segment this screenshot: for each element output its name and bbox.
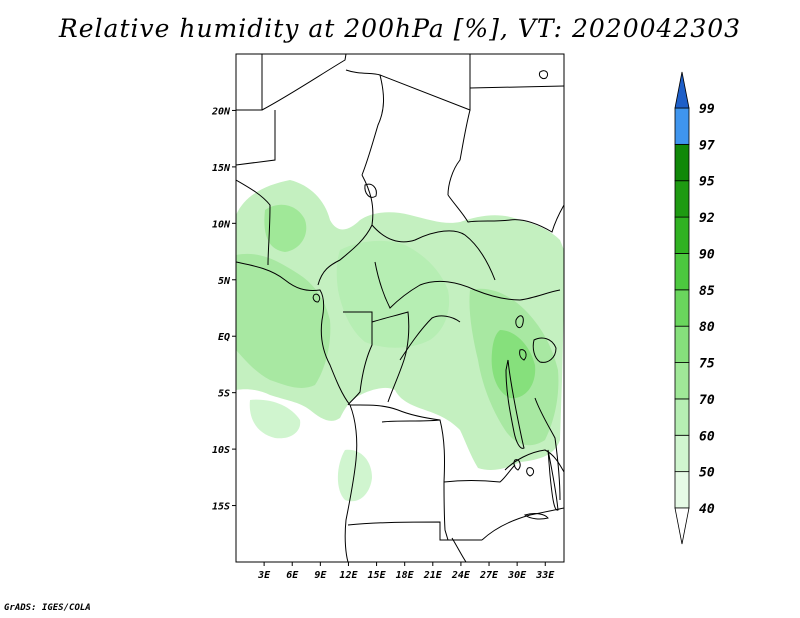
lat-tick-label: 5S xyxy=(218,389,230,400)
colorbar-label: 92 xyxy=(699,211,715,226)
humidity-region xyxy=(491,330,536,399)
humidity-region xyxy=(236,253,331,388)
humidity-region xyxy=(336,240,450,348)
colorbar-segment xyxy=(674,253,690,291)
lat-tick-label: 5N xyxy=(218,276,231,287)
colorbar-segment xyxy=(674,289,690,327)
credit-label: GrADS: IGES/COLA xyxy=(4,603,91,613)
map-frame xyxy=(235,53,565,563)
lake-mweru xyxy=(513,459,521,471)
lon-tick-label: 18E xyxy=(396,570,415,581)
lon-tick-label: 9E xyxy=(314,570,327,581)
humidity-field xyxy=(236,180,564,502)
border xyxy=(379,54,471,111)
lake-kariba xyxy=(523,513,549,520)
colorbar-label: 97 xyxy=(699,138,715,153)
lake-kivu xyxy=(519,349,527,361)
colorbar-segment xyxy=(674,143,690,182)
island xyxy=(539,70,549,79)
lake-bangweulu xyxy=(526,467,535,477)
border xyxy=(371,224,496,281)
coastline xyxy=(236,261,358,562)
border xyxy=(349,404,449,541)
lon-tick-label: 27E xyxy=(479,570,499,581)
border xyxy=(481,507,564,541)
border xyxy=(447,109,471,196)
country-borders xyxy=(236,54,564,562)
island xyxy=(312,293,321,303)
lat-tick-label: 10S xyxy=(212,445,230,456)
border xyxy=(447,194,564,233)
colorbar-segment xyxy=(674,362,690,400)
lon-tick-label: 21E xyxy=(423,570,443,581)
colorbar-min-arrow xyxy=(674,507,690,545)
lat-axis: 20N 15N 10N 5N EQ 5S 10S 15S xyxy=(211,106,236,513)
colorbar-segment xyxy=(674,107,690,145)
border xyxy=(236,110,276,166)
colorbar-segment xyxy=(674,398,690,436)
colorbar-max-arrow xyxy=(674,71,690,109)
lat-tick-label: 20N xyxy=(211,106,231,117)
border xyxy=(443,464,516,483)
lon-tick-label: 6E xyxy=(286,570,299,581)
border xyxy=(504,449,564,473)
humidity-region xyxy=(337,449,372,502)
lon-tick-label: 30E xyxy=(507,570,527,581)
border xyxy=(374,261,561,309)
lake-victoria xyxy=(532,337,557,363)
colorbar-segment xyxy=(674,216,690,254)
colorbar-label: 95 xyxy=(699,175,715,190)
border xyxy=(371,311,410,403)
lon-tick-label: 33E xyxy=(535,570,555,581)
border xyxy=(343,311,373,406)
colorbar-label: 60 xyxy=(699,429,715,444)
colorbar-label: 75 xyxy=(699,357,715,372)
lake-tanganyika xyxy=(505,359,525,449)
colorbar: 40 50 60 70 75 80 85 90 92 95 97 99 xyxy=(674,71,715,545)
lake-chad xyxy=(364,183,377,198)
border xyxy=(381,419,441,423)
colorbar-label: 70 xyxy=(699,393,715,408)
colorbar-segment xyxy=(674,471,690,509)
lon-axis: 3E 6E 9E 12E 15E 18E 21E 24E 27E 30E 33E xyxy=(257,562,555,581)
border xyxy=(469,85,564,89)
lon-tick-label: 12E xyxy=(339,570,358,581)
border xyxy=(347,521,482,541)
map-title: Relative humidity at 200hPa [%], VT: 202… xyxy=(58,14,742,43)
border xyxy=(451,537,467,562)
river-congo xyxy=(399,315,461,361)
lon-tick-label: 24E xyxy=(451,570,471,581)
colorbar-segment xyxy=(674,434,690,473)
colorbar-label: 80 xyxy=(699,320,715,335)
colorbar-label: 99 xyxy=(699,102,715,117)
colorbar-segment xyxy=(674,180,690,218)
colorbar-label: 40 xyxy=(699,502,715,517)
border xyxy=(236,179,271,266)
humidity-region xyxy=(249,399,301,439)
border xyxy=(534,397,561,501)
lat-tick-label: 10N xyxy=(212,219,231,230)
colorbar-label: 90 xyxy=(699,247,715,262)
lat-tick-label: 15N xyxy=(212,163,231,174)
border xyxy=(345,69,384,176)
lon-tick-label: 3E xyxy=(257,570,271,581)
lon-tick-label: 15E xyxy=(368,570,387,581)
lake-albert xyxy=(515,315,524,329)
humidity-region xyxy=(264,204,307,252)
colorbar-label: 85 xyxy=(699,284,715,299)
lat-tick-label: EQ xyxy=(218,332,230,343)
border xyxy=(317,174,374,286)
colorbar-label: 50 xyxy=(699,466,715,481)
colorbar-segment xyxy=(674,325,690,363)
lake-malawi xyxy=(547,449,559,511)
border xyxy=(236,54,263,111)
border xyxy=(261,54,347,111)
lat-tick-label: 15S xyxy=(212,502,230,513)
